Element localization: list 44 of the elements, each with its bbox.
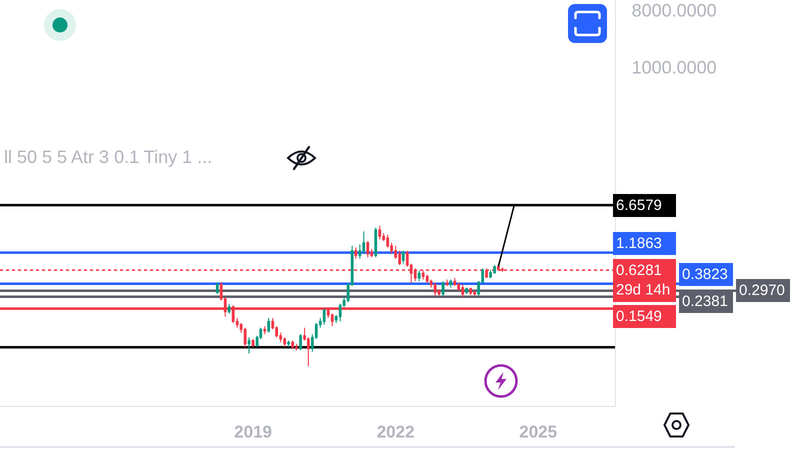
candlestick (295, 343, 298, 351)
candlestick (366, 240, 370, 258)
candlestick (354, 246, 358, 260)
candlestick (322, 308, 326, 326)
candlestick (461, 284, 464, 298)
candlestick (469, 287, 472, 296)
candlestick (299, 334, 302, 351)
candlestick (283, 336, 286, 348)
ref-line-label: 0.2381 (682, 293, 728, 310)
candlestick (449, 279, 452, 288)
candlestick (446, 279, 448, 287)
candlestick (263, 326, 266, 335)
candlestick (244, 327, 247, 348)
candlestick (493, 264, 496, 274)
candlestick (252, 338, 254, 348)
candlestick (453, 278, 456, 287)
candlestick (418, 270, 421, 282)
candlestick (216, 282, 219, 295)
candlestick (248, 336, 250, 354)
ref-line-label: 0.6281 29d 14h (616, 262, 670, 298)
y-tick-label: 1000.0000 (632, 58, 717, 78)
candlestick (228, 303, 231, 314)
candlestick (398, 250, 402, 266)
candlestick (378, 225, 382, 240)
x-tick-label: 2019 (234, 422, 272, 442)
candlestick (267, 318, 270, 334)
y-tick-label: 8000.0000 (632, 0, 717, 20)
candlestick (442, 280, 444, 296)
candlestick (465, 287, 468, 295)
ref-line-label: 6.6579 (616, 197, 662, 214)
candlestick (287, 340, 290, 348)
candlestick (291, 340, 294, 350)
annotation: ll 50 5 5 Atr 3 0.1 Tiny 1 ... (4, 147, 212, 167)
candlestick (434, 282, 437, 296)
x-tick-label: 2022 (376, 422, 415, 442)
ref-line-label: 0.3823 (682, 266, 728, 283)
ref-line-label: 0.2970 (739, 282, 785, 299)
candlestick (473, 290, 476, 296)
candlestick (402, 250, 405, 264)
candlestick (426, 274, 429, 284)
x-tick-label: 2025 (519, 422, 558, 442)
ref-line-label: 0.1549 (616, 308, 662, 325)
ref-line-label: 1.1863 (616, 235, 662, 252)
candlestick (374, 227, 378, 258)
